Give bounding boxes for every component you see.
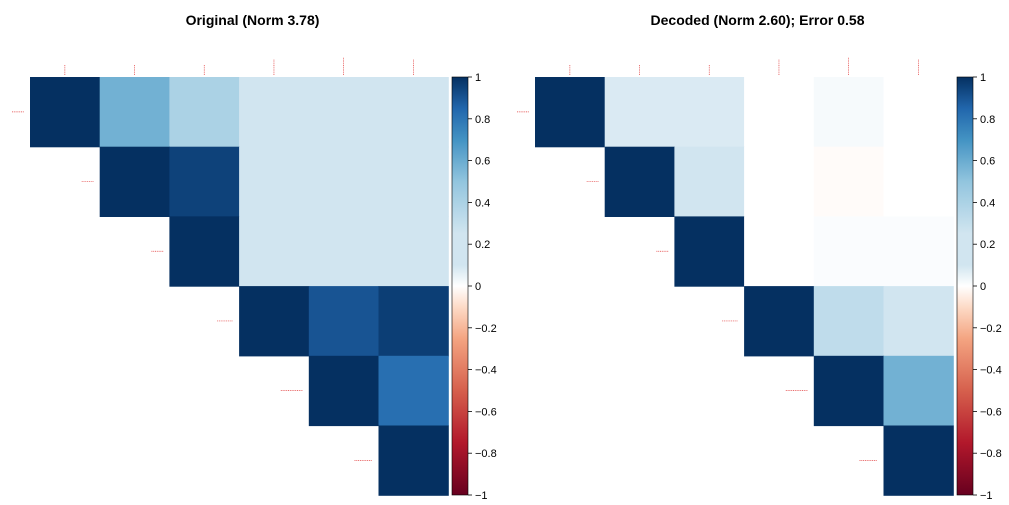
heatmap-cell bbox=[604, 146, 675, 217]
heatmap-cell bbox=[813, 355, 885, 427]
heatmap-cell bbox=[813, 146, 885, 217]
original-heatmap: 1 0.8 0.6 0.4 0.2 0 −0.2 −0.4 −0.6 −0.8 −1 bbox=[12, 57, 497, 502]
heatmap-cell bbox=[239, 216, 310, 287]
heatmap-cell bbox=[674, 216, 745, 287]
heatmap-cell bbox=[535, 77, 606, 148]
heatmap-cell bbox=[308, 216, 380, 287]
heatmap-cell bbox=[813, 216, 885, 287]
decoded-heatmap: 1 0.8 0.6 0.4 0.2 0 −0.2 −0.4 −0.6 −0.8 −1 bbox=[517, 57, 1002, 502]
colorbar-tick-label: 0.4 bbox=[980, 197, 995, 209]
heatmap-cell bbox=[169, 216, 240, 287]
colorbar-tick-label: 0.8 bbox=[475, 114, 490, 126]
heatmap-cell bbox=[813, 286, 885, 357]
heatmap-cell bbox=[744, 286, 815, 357]
colorbar-tick-label: −1 bbox=[980, 490, 993, 502]
left-chart-title: Original (Norm 3.78) bbox=[185, 12, 320, 28]
colorbar-tick-label: −0.4 bbox=[980, 365, 1002, 377]
heatmap-cell bbox=[308, 355, 380, 427]
colorbar-tick-label: −0.4 bbox=[475, 365, 497, 377]
heatmap-cell bbox=[744, 216, 815, 287]
colorbar-tick-label: −0.2 bbox=[980, 323, 1002, 335]
colorbar-tick-label: 0.2 bbox=[980, 239, 995, 251]
heatmap-cell bbox=[883, 355, 954, 427]
heatmap-cell bbox=[883, 146, 954, 217]
colorbar-tick-label: −0.2 bbox=[475, 323, 497, 335]
heatmap-cell bbox=[883, 77, 954, 148]
heatmap-cell bbox=[744, 146, 815, 217]
heatmap-cell bbox=[239, 286, 310, 357]
colorbar-tick-label: 0.4 bbox=[475, 197, 490, 209]
heatmap-cell bbox=[30, 77, 101, 148]
heatmap-cell bbox=[378, 146, 449, 217]
colorbar-tick-label: −0.6 bbox=[980, 406, 1002, 418]
heatmap-cell bbox=[308, 146, 380, 217]
colorbar-tick-label: 1 bbox=[475, 72, 481, 84]
heatmap-cell bbox=[813, 77, 885, 148]
colorbar-tick-label: −0.8 bbox=[475, 448, 497, 460]
heatmap-cell bbox=[169, 146, 240, 217]
heatmap-cell bbox=[883, 425, 954, 496]
heatmap-cell bbox=[239, 146, 310, 217]
heatmap-cell bbox=[378, 355, 449, 427]
heatmap-cell bbox=[308, 286, 380, 357]
heatmap-cell bbox=[99, 146, 170, 217]
heatmap-cell bbox=[378, 425, 449, 496]
heatmap-cell bbox=[239, 77, 310, 148]
colorbar-tick-label: 0 bbox=[980, 281, 986, 293]
right-chart-title: Decoded (Norm 2.60); Error 0.58 bbox=[650, 12, 865, 28]
colorbar-tick-label: −1 bbox=[475, 490, 488, 502]
colorbar bbox=[956, 76, 974, 496]
colorbar-tick-label: −0.8 bbox=[980, 448, 1002, 460]
heatmap-cell bbox=[604, 77, 675, 148]
heatmap-cell bbox=[378, 216, 449, 287]
heatmap-cell bbox=[744, 77, 815, 148]
heatmap-cell bbox=[169, 77, 240, 148]
heatmap-cell bbox=[883, 286, 954, 357]
heatmap-cell bbox=[674, 77, 745, 148]
colorbar-tick-label: −0.6 bbox=[475, 406, 497, 418]
heatmap-cell bbox=[99, 77, 170, 148]
heatmap-cell bbox=[674, 146, 745, 217]
heatmap-cell bbox=[378, 286, 449, 357]
colorbar-tick-label: 0.8 bbox=[980, 114, 995, 126]
heatmap-cell bbox=[378, 77, 449, 148]
colorbar-tick-label: 0 bbox=[475, 281, 481, 293]
colorbar-tick-label: 0.6 bbox=[475, 156, 490, 168]
colorbar-tick-label: 0.2 bbox=[475, 239, 490, 251]
heatmap-cell bbox=[308, 77, 380, 148]
colorbar-tick-label: 1 bbox=[980, 72, 986, 84]
heatmap-cell bbox=[883, 216, 954, 287]
colorbar bbox=[451, 76, 469, 496]
colorbar-tick-label: 0.6 bbox=[980, 156, 995, 168]
